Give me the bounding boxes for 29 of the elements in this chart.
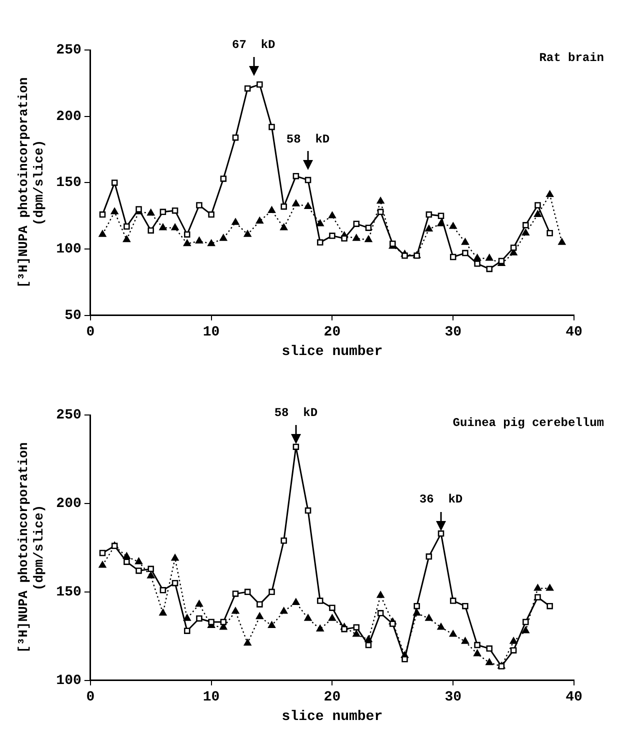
x-tick-label: 30 [444, 689, 462, 706]
y-tick-label: 250 [56, 408, 82, 424]
y-tick-label: 50 [64, 308, 82, 324]
y-tick-label: 100 [56, 672, 82, 689]
y-tick-label: 150 [56, 584, 82, 600]
x-tick-label: 10 [202, 324, 220, 340]
x-tick-label: 0 [86, 324, 95, 340]
y-axis-title: [³H]NUPA photoincorporation (dpm/slice) [16, 77, 47, 288]
y-tick-label: 250 [56, 42, 82, 59]
x-axis-title: slice number [282, 709, 383, 726]
x-tick-label: 30 [444, 324, 462, 340]
x-tick-label: 10 [202, 689, 220, 706]
x-tick-label: 40 [566, 689, 582, 706]
x-tick-label: 20 [324, 324, 341, 340]
x-tick-label: 40 [566, 324, 582, 340]
annotation: 67 kD [232, 38, 276, 52]
y-axis-title: [³H]NUPA photoincorporation (dpm/slice) [16, 442, 47, 654]
x-tick-label: 0 [86, 689, 95, 706]
y-tick-label: 150 [56, 175, 82, 192]
y-tick-label: 200 [56, 496, 82, 512]
annotation: 36 kD [419, 492, 463, 507]
annotation: 58 kD [286, 132, 330, 146]
y-tick-label: 100 [56, 242, 82, 258]
annotation: 58 kD [274, 406, 318, 420]
chart-title: Rat brain [539, 51, 604, 66]
chart-title: Guinea pig cerebellum [452, 416, 604, 430]
x-axis-title: slice number [282, 344, 383, 360]
x-tick-label: 20 [324, 689, 341, 706]
y-tick-label: 200 [56, 108, 82, 125]
